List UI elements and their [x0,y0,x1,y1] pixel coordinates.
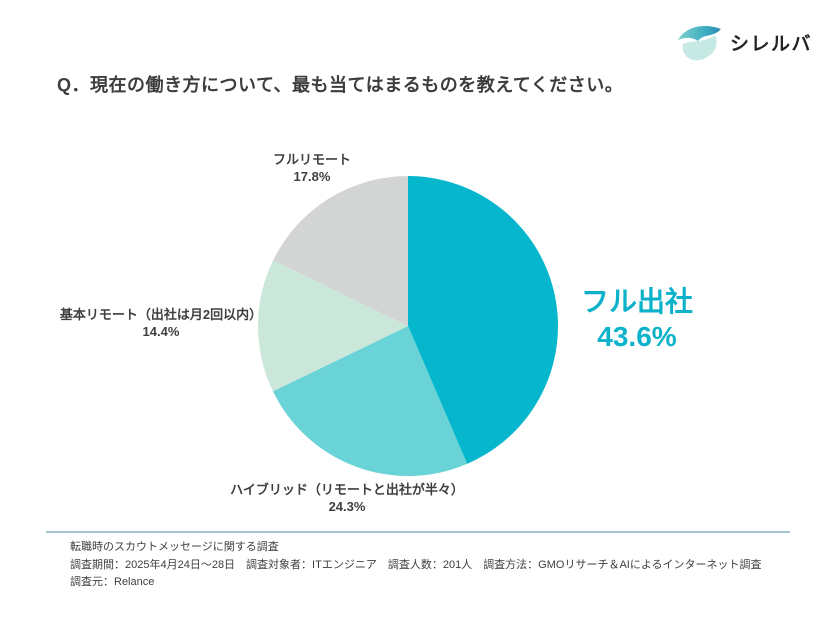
pie-slice-2 [258,260,408,392]
pie-slice-3 [273,176,408,326]
label-hybrid-value: 24.3% [328,499,366,514]
survey-footer: 転職時のスカウトメッセージに関する調査 調査期間：2025年4月24日〜28日 … [70,539,762,592]
label-full-office-value: 43.6% [597,321,677,352]
label-hybrid: ハイブリッド（リモートと出社が半々） 24.3% [230,481,464,515]
logo: シレルバ [677,22,812,62]
label-mostly-remote-name: 基本リモート（出社は月2回以内） [59,307,263,322]
survey-title: 転職時のスカウトメッセージに関する調査 [70,541,279,553]
label-mostly-remote: 基本リモート（出社は月2回以内） 14.4% [60,306,262,340]
pie-slice-1 [272,326,468,476]
label-full-remote: フルリモート 17.8% [273,151,351,185]
label-mostly-remote-value: 14.4% [142,324,180,339]
footer-divider [46,531,790,533]
label-full-remote-value: 17.8% [293,169,331,184]
survey-details: 調査期間：2025年4月24日〜28日 調査対象者：ITエンジニア 調査人数：2… [70,558,762,571]
label-full-remote-name: フルリモート [272,152,352,167]
survey-source: 調査元：Relance [70,576,155,588]
label-full-office-name: フル出社 [580,286,694,317]
pie-slice-0 [408,176,558,464]
wave-logo-icon [677,22,723,62]
label-full-office: フル出社 43.6% [581,284,693,354]
pie-chart [258,176,558,476]
pie-chart-container [258,176,558,476]
logo-text: シレルバ [729,33,812,55]
label-hybrid-name: ハイブリッド（リモートと出社が半々） [230,482,464,497]
question-title: Q．現在の働き方について、最も当てはまるものを教えてください。 [57,75,624,95]
